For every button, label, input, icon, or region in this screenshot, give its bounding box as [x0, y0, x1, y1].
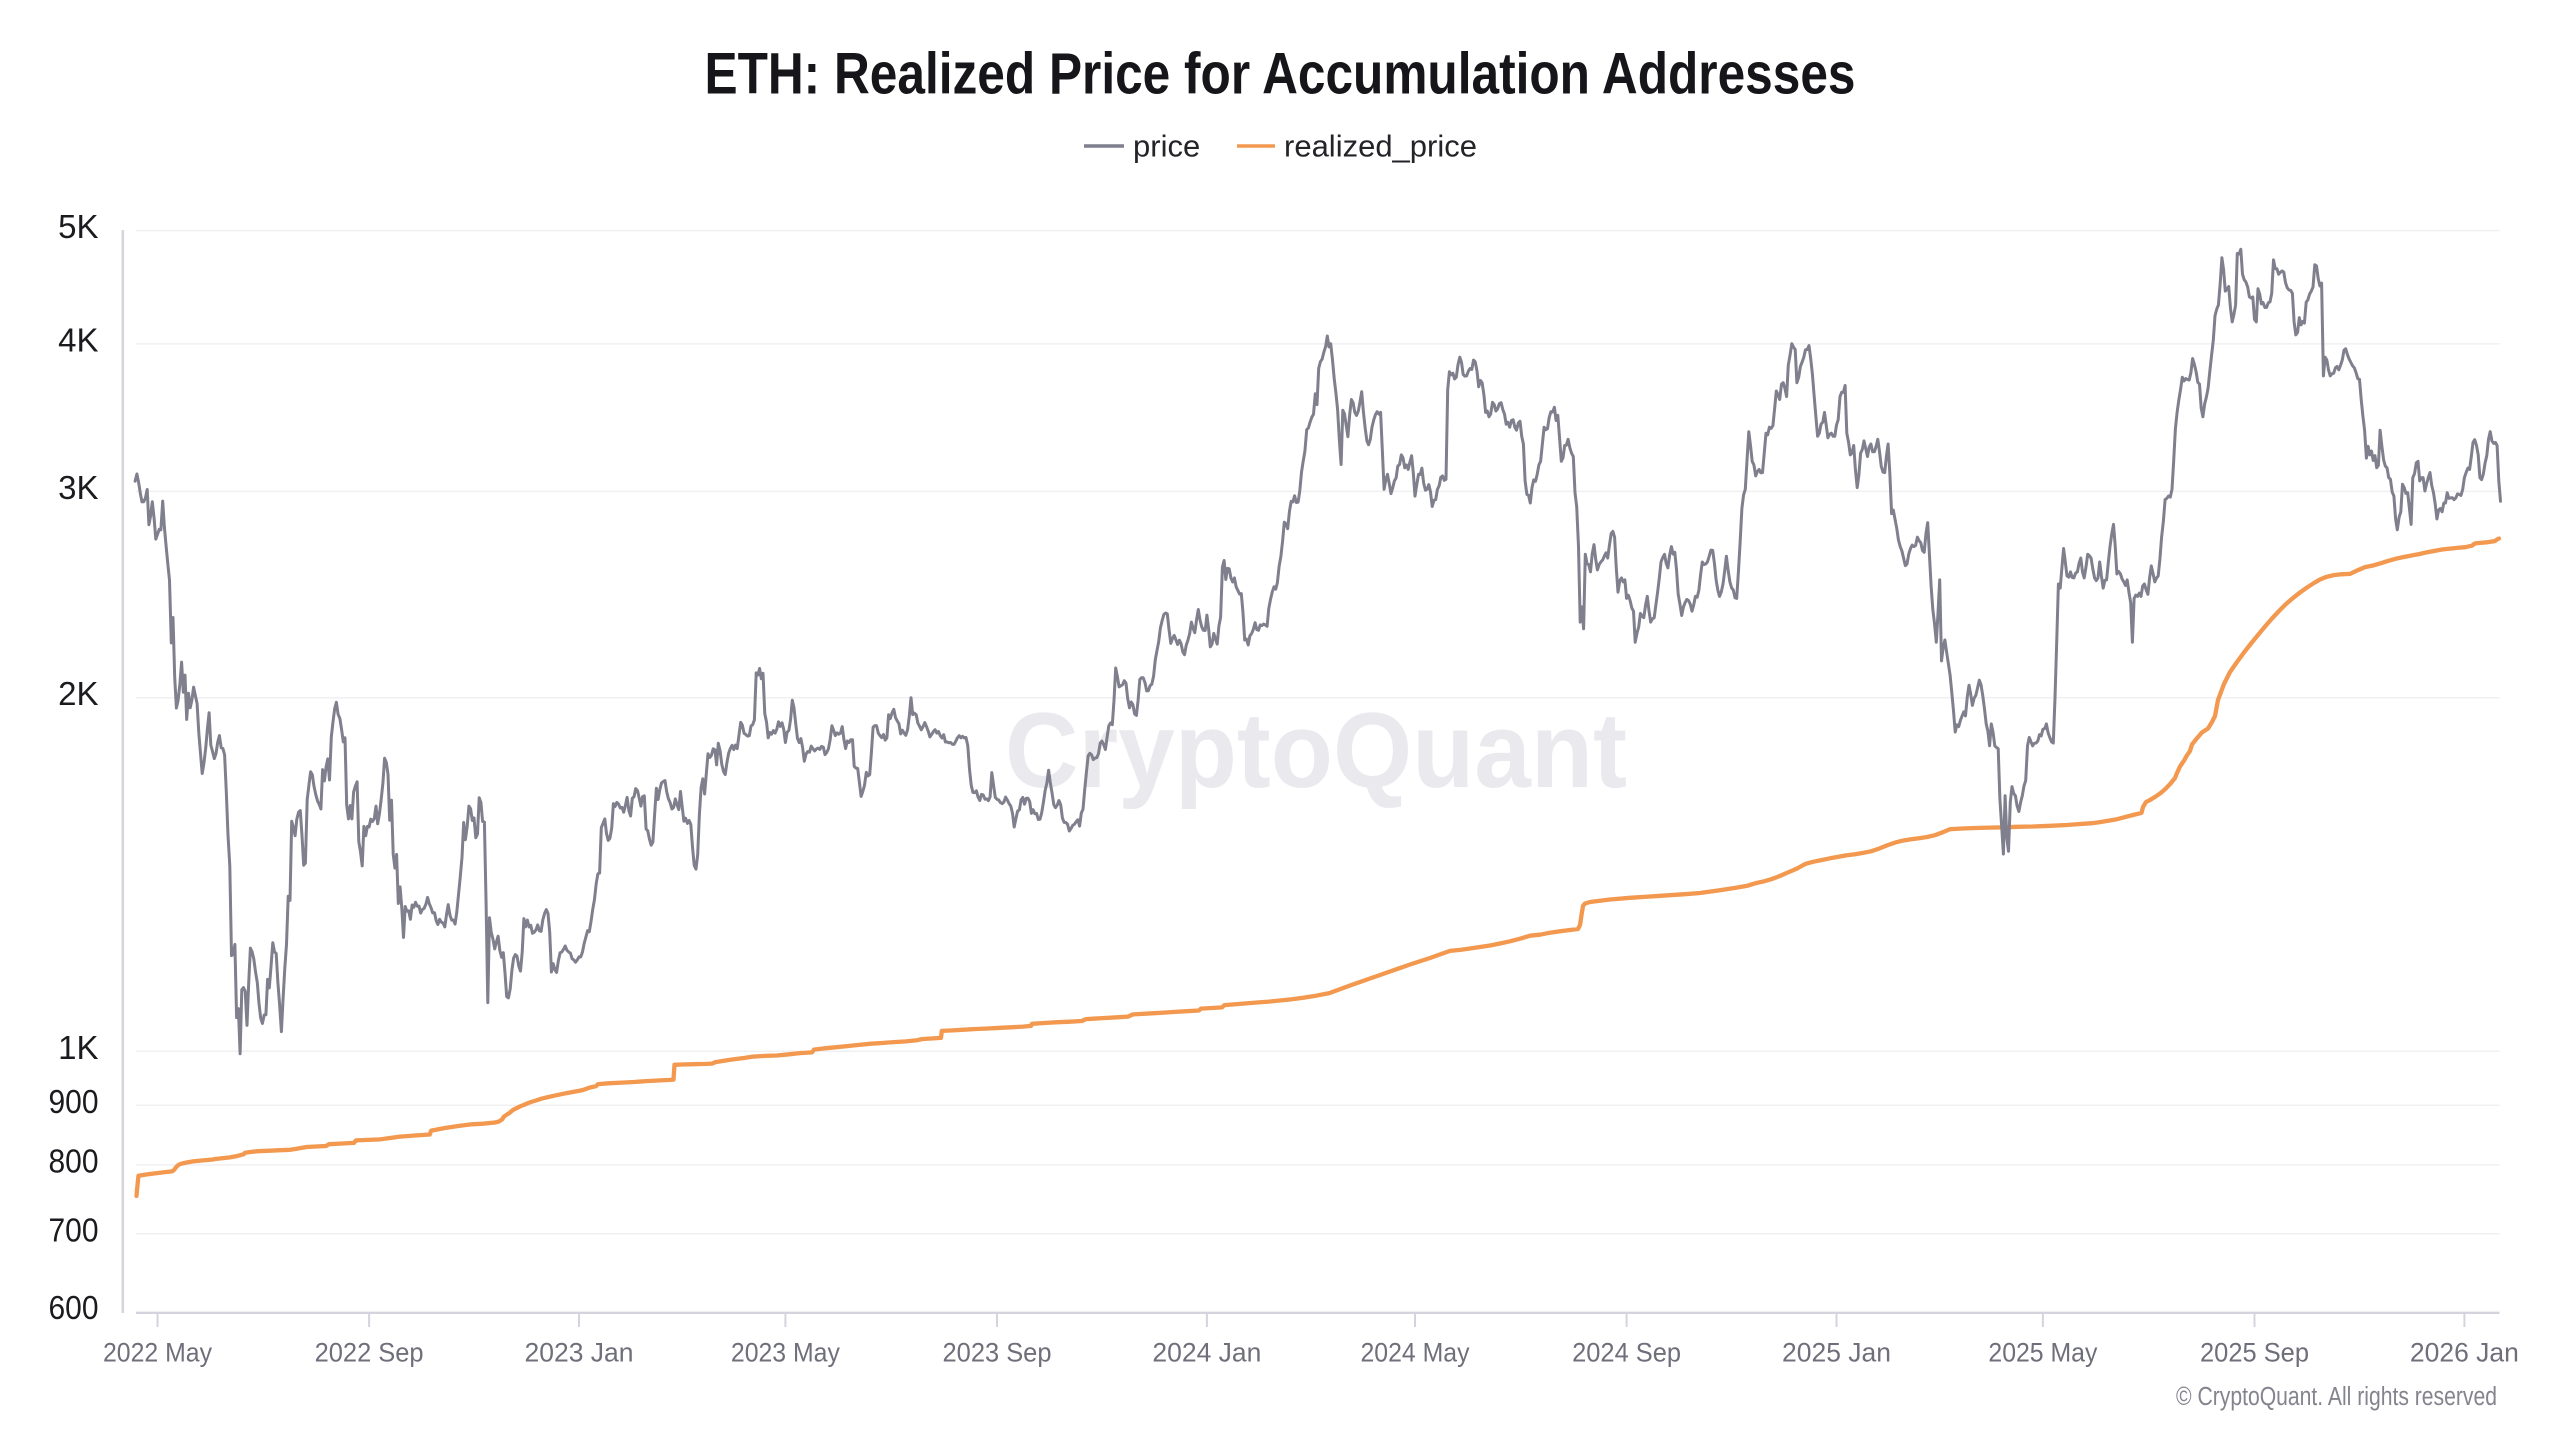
svg-text:CryptoQuant: CryptoQuant [1005, 690, 1627, 810]
svg-text:2K: 2K [58, 675, 98, 712]
svg-text:realized_price: realized_price [1284, 129, 1477, 164]
svg-text:5K: 5K [58, 208, 98, 245]
svg-text:price: price [1133, 129, 1200, 164]
svg-text:2025 May: 2025 May [1988, 1338, 2098, 1368]
svg-text:2024 Jan: 2024 Jan [1152, 1338, 1261, 1368]
svg-text:2022 Sep: 2022 Sep [315, 1338, 424, 1368]
svg-text:2024 May: 2024 May [1361, 1338, 1471, 1368]
svg-text:900: 900 [49, 1083, 99, 1120]
svg-text:2025 Jan: 2025 Jan [1782, 1338, 1891, 1368]
svg-text:4K: 4K [58, 321, 98, 358]
svg-text:800: 800 [49, 1142, 99, 1179]
svg-text:2023 Jan: 2023 Jan [525, 1338, 634, 1368]
svg-text:ETH: Realized Price for Accumu: ETH: Realized Price for Accumulation Add… [705, 42, 1856, 107]
svg-text:© CryptoQuant. All rights rese: © CryptoQuant. All rights reserved [2176, 1383, 2497, 1411]
svg-text:2026 Jan: 2026 Jan [2410, 1338, 2519, 1368]
svg-text:2025 Sep: 2025 Sep [2200, 1338, 2309, 1368]
svg-text:2024 Sep: 2024 Sep [1572, 1338, 1681, 1368]
svg-text:1K: 1K [58, 1029, 98, 1066]
svg-text:2023 Sep: 2023 Sep [943, 1338, 1052, 1368]
svg-text:700: 700 [49, 1211, 99, 1248]
svg-text:600: 600 [49, 1289, 99, 1326]
svg-text:3K: 3K [58, 469, 98, 506]
svg-text:2022 May: 2022 May [103, 1338, 213, 1368]
svg-text:2023 May: 2023 May [731, 1338, 841, 1368]
